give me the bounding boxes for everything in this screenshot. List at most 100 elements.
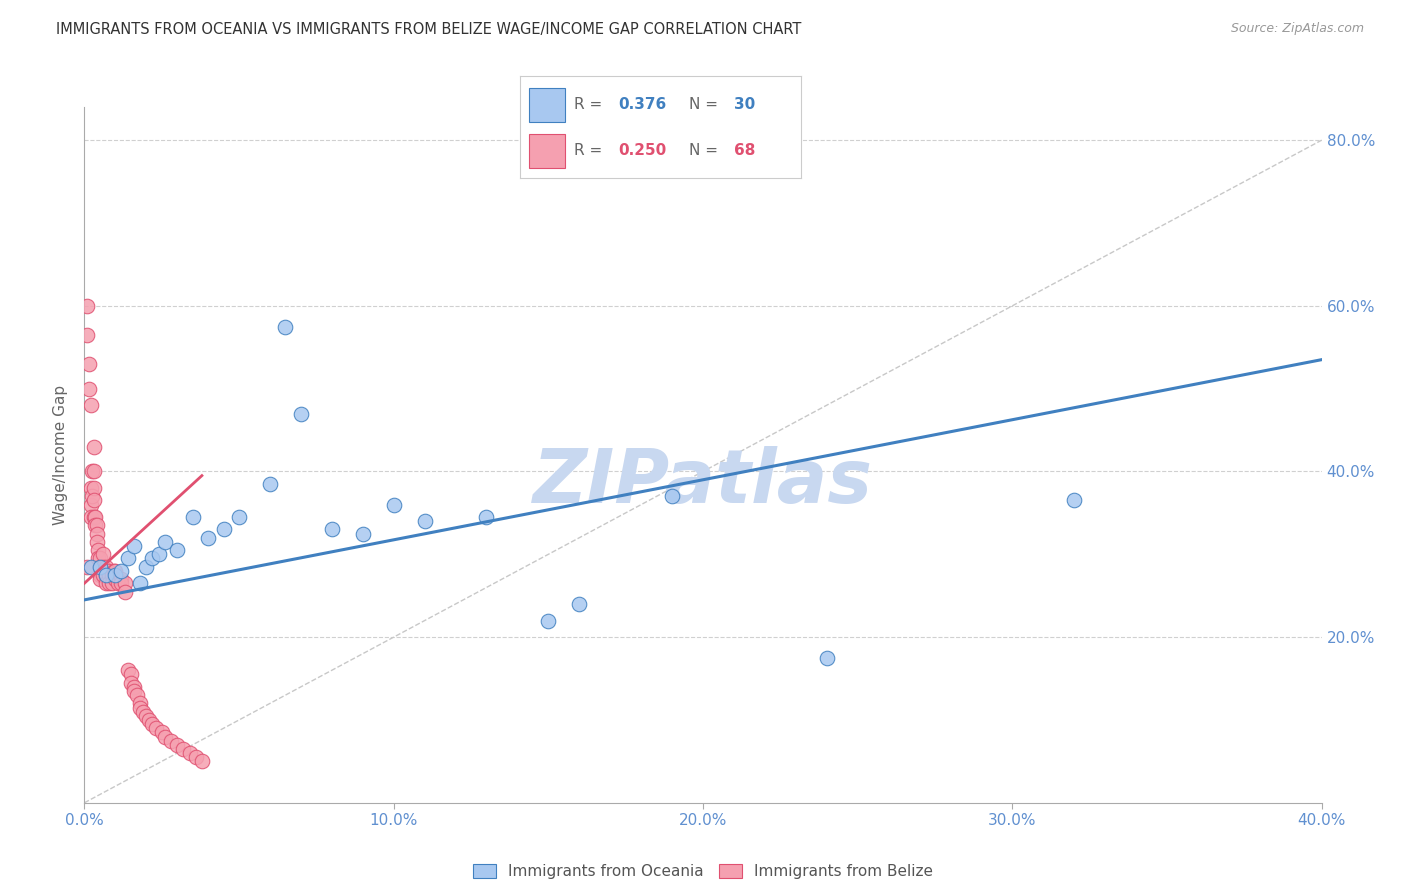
Point xyxy=(352,526,374,541)
Point xyxy=(84,518,107,533)
Point xyxy=(120,667,142,681)
Point xyxy=(101,576,124,591)
Point xyxy=(84,510,107,524)
Point xyxy=(86,526,108,541)
Point xyxy=(141,551,163,566)
Point xyxy=(191,755,214,769)
Point xyxy=(89,551,111,566)
Point xyxy=(110,572,132,586)
Point xyxy=(129,576,152,591)
Text: 0.250: 0.250 xyxy=(619,144,666,158)
Point xyxy=(82,465,104,479)
Point xyxy=(83,440,105,454)
Point xyxy=(212,523,235,537)
Text: Source: ZipAtlas.com: Source: ZipAtlas.com xyxy=(1230,22,1364,36)
Text: N =: N = xyxy=(689,144,723,158)
Point xyxy=(413,514,436,528)
Point xyxy=(110,576,132,591)
Point xyxy=(76,327,98,342)
Point xyxy=(103,564,125,578)
Point xyxy=(98,568,121,582)
Point xyxy=(94,568,117,582)
Point xyxy=(117,551,139,566)
Point xyxy=(138,713,160,727)
Point xyxy=(259,476,281,491)
Point xyxy=(86,518,108,533)
Point xyxy=(87,543,110,558)
Point xyxy=(172,742,194,756)
Text: IMMIGRANTS FROM OCEANIA VS IMMIGRANTS FROM BELIZE WAGE/INCOME GAP CORRELATION CH: IMMIGRANTS FROM OCEANIA VS IMMIGRANTS FR… xyxy=(56,22,801,37)
Point xyxy=(815,651,838,665)
Point xyxy=(228,510,250,524)
Point xyxy=(153,535,176,549)
Point xyxy=(114,584,136,599)
Point xyxy=(94,568,117,582)
Point xyxy=(91,547,114,561)
Text: R =: R = xyxy=(574,144,607,158)
Point xyxy=(110,564,132,578)
Point xyxy=(107,572,129,586)
Point xyxy=(1063,493,1085,508)
Bar xyxy=(529,135,565,168)
Point xyxy=(83,465,105,479)
Point xyxy=(94,559,117,574)
Point xyxy=(98,576,121,591)
Point xyxy=(79,510,101,524)
Text: 68: 68 xyxy=(734,144,755,158)
Point xyxy=(76,559,98,574)
Point xyxy=(382,498,405,512)
Point xyxy=(661,489,683,503)
Text: R =: R = xyxy=(574,97,607,112)
Text: 30: 30 xyxy=(734,97,755,112)
Point xyxy=(76,299,98,313)
Point xyxy=(135,559,157,574)
Point xyxy=(83,481,105,495)
Point xyxy=(153,730,176,744)
Point xyxy=(145,721,167,735)
Point xyxy=(107,576,129,591)
Point xyxy=(122,539,145,553)
Point xyxy=(132,705,155,719)
Point xyxy=(321,523,343,537)
Point xyxy=(89,559,111,574)
Point xyxy=(77,357,100,371)
Text: 0.376: 0.376 xyxy=(619,97,666,112)
Point xyxy=(97,564,120,578)
Point xyxy=(181,510,204,524)
Point xyxy=(122,680,145,694)
Point xyxy=(179,746,201,760)
Point xyxy=(101,568,124,582)
Point xyxy=(475,510,498,524)
Point xyxy=(166,738,188,752)
Point xyxy=(79,559,101,574)
Point xyxy=(274,319,297,334)
Point xyxy=(568,597,591,611)
Point xyxy=(87,551,110,566)
Point xyxy=(290,407,312,421)
Point xyxy=(94,576,117,591)
Point xyxy=(83,510,105,524)
Point xyxy=(117,663,139,677)
Bar xyxy=(529,88,565,122)
Point xyxy=(129,697,152,711)
Point xyxy=(184,750,207,764)
Legend: Immigrants from Oceania, Immigrants from Belize: Immigrants from Oceania, Immigrants from… xyxy=(467,858,939,886)
Point xyxy=(166,543,188,558)
Point xyxy=(125,688,148,702)
Point xyxy=(160,733,183,747)
Point xyxy=(141,717,163,731)
Text: N =: N = xyxy=(689,97,723,112)
Point xyxy=(104,568,127,582)
Point xyxy=(89,568,111,582)
Point xyxy=(148,547,170,561)
Y-axis label: Wage/Income Gap: Wage/Income Gap xyxy=(53,384,69,525)
Point xyxy=(79,398,101,412)
Point xyxy=(114,576,136,591)
Point xyxy=(77,382,100,396)
Point xyxy=(150,725,173,739)
Point xyxy=(82,489,104,503)
Point xyxy=(79,498,101,512)
Point xyxy=(79,481,101,495)
Text: ZIPatlas: ZIPatlas xyxy=(533,446,873,519)
Point xyxy=(89,559,111,574)
